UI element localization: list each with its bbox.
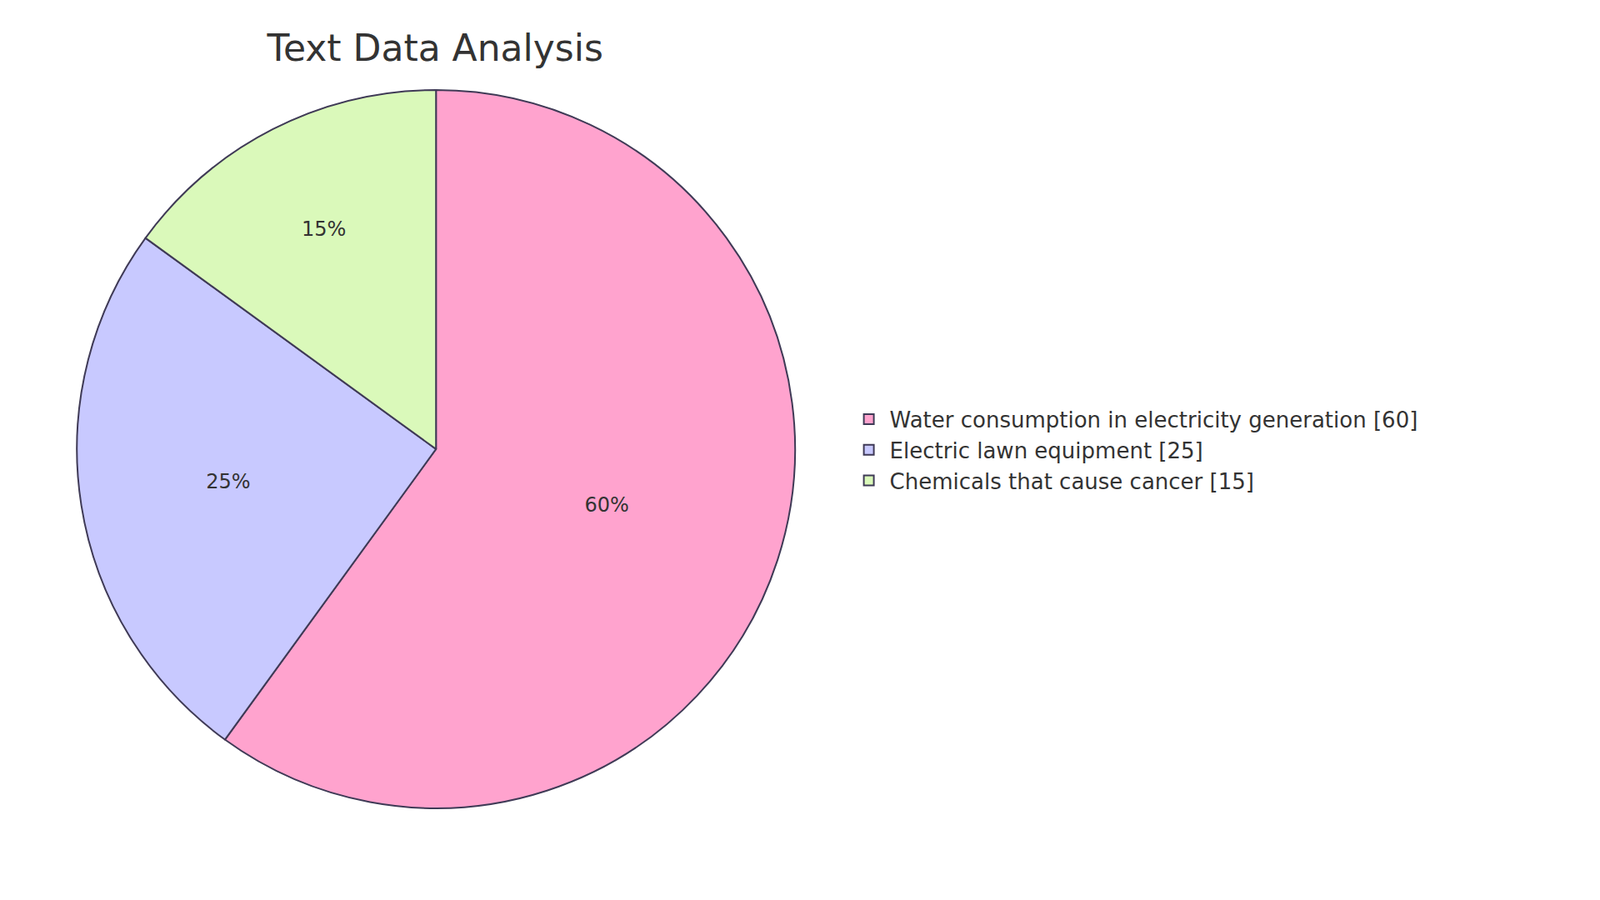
svg-text:Electric lawn equipment [25]: Electric lawn equipment [25] bbox=[890, 438, 1204, 464]
svg-text:Chemicals that cause cancer [1: Chemicals that cause cancer [15] bbox=[890, 469, 1255, 495]
svg-text:15%: 15% bbox=[301, 217, 346, 241]
svg-text:Text Data Analysis: Text Data Analysis bbox=[266, 26, 604, 70]
svg-text:25%: 25% bbox=[205, 470, 250, 494]
svg-text:Water consumption in electrici: Water consumption in electricity generat… bbox=[890, 407, 1419, 433]
svg-text:60%: 60% bbox=[584, 493, 629, 517]
